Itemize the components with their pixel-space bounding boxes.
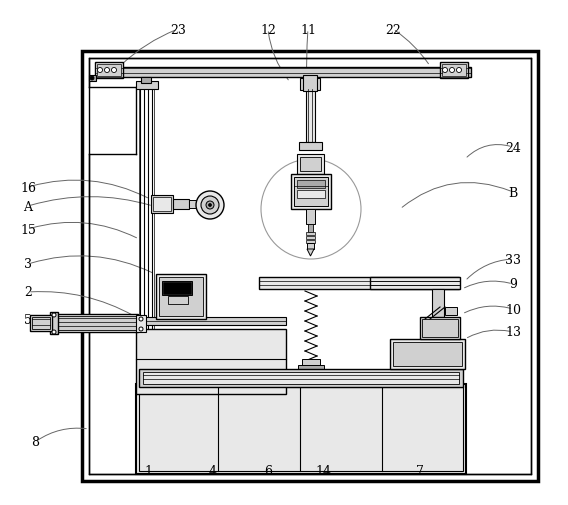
Text: 8: 8 [31, 436, 39, 448]
Text: B: B [508, 186, 517, 199]
Bar [159, 277, 203, 316]
Bar [306, 232, 315, 235]
Bar [420, 317, 460, 339]
Bar [136, 317, 286, 325]
Text: 23: 23 [170, 23, 186, 36]
Text: 24: 24 [505, 141, 521, 154]
Bar [422, 319, 458, 337]
Text: 9: 9 [509, 278, 517, 291]
Circle shape [206, 201, 214, 210]
Bar [136, 82, 158, 90]
Bar [58, 316, 136, 330]
Text: 6: 6 [264, 465, 272, 478]
Bar [163, 282, 191, 294]
Polygon shape [307, 249, 314, 257]
Bar [306, 210, 315, 225]
Bar [393, 342, 462, 366]
Text: A: A [23, 200, 32, 213]
Bar [139, 387, 463, 471]
Circle shape [105, 68, 110, 73]
Text: 10: 10 [505, 303, 521, 316]
Text: 7: 7 [416, 465, 424, 478]
Text: 4: 4 [209, 465, 217, 478]
Bar [89, 59, 531, 474]
Bar [189, 200, 197, 209]
Bar [299, 143, 322, 150]
Bar [440, 63, 468, 79]
Circle shape [196, 191, 224, 220]
Bar [30, 316, 52, 331]
Circle shape [449, 68, 454, 73]
Bar [300, 79, 320, 91]
Circle shape [201, 196, 219, 215]
Bar [432, 289, 444, 369]
Bar [173, 199, 189, 210]
Bar [151, 195, 173, 214]
Text: 33: 33 [505, 253, 521, 266]
Circle shape [98, 68, 102, 73]
Bar [141, 78, 151, 84]
Circle shape [139, 327, 143, 331]
Text: 14: 14 [315, 465, 331, 478]
Bar [306, 88, 315, 143]
Circle shape [90, 77, 94, 81]
Text: 12: 12 [260, 23, 276, 36]
Bar [307, 243, 314, 249]
Bar [97, 65, 121, 77]
Bar [390, 339, 465, 369]
Bar [136, 316, 146, 332]
Text: 11: 11 [300, 23, 316, 36]
Circle shape [111, 68, 116, 73]
Circle shape [139, 317, 143, 321]
Bar [370, 277, 460, 289]
Bar [143, 372, 459, 384]
Bar [298, 365, 324, 369]
Bar [153, 197, 171, 212]
Bar [82, 52, 538, 481]
Bar [302, 359, 320, 365]
Text: 1: 1 [144, 465, 152, 478]
Bar [162, 281, 192, 295]
Circle shape [52, 314, 56, 317]
Circle shape [52, 330, 56, 334]
Bar [294, 178, 328, 207]
Bar [156, 274, 206, 319]
Bar [136, 384, 466, 474]
Text: 22: 22 [385, 23, 401, 36]
Text: 2: 2 [24, 286, 32, 299]
Bar [303, 76, 317, 92]
Bar [297, 181, 325, 189]
Bar [308, 225, 313, 232]
Text: 5: 5 [24, 313, 32, 326]
Bar [139, 369, 463, 387]
Bar [297, 155, 324, 175]
Bar [50, 313, 58, 334]
Bar [56, 315, 138, 332]
Bar [32, 317, 50, 329]
Bar [89, 76, 96, 82]
Bar [306, 240, 315, 243]
Bar [300, 158, 321, 172]
Circle shape [457, 68, 461, 73]
Bar [306, 236, 315, 239]
Text: 15: 15 [20, 223, 36, 236]
Text: 3: 3 [24, 258, 32, 271]
Bar [297, 190, 325, 198]
Text: 13: 13 [505, 326, 521, 339]
Bar [445, 308, 457, 316]
Text: 16: 16 [20, 181, 36, 194]
Bar [96, 68, 471, 78]
Bar [442, 65, 466, 77]
Bar [95, 63, 123, 79]
Bar [139, 88, 154, 329]
Circle shape [208, 204, 211, 207]
Bar [168, 296, 188, 305]
Circle shape [442, 68, 448, 73]
Bar [259, 277, 459, 289]
Bar [291, 175, 331, 210]
Bar [136, 329, 286, 394]
